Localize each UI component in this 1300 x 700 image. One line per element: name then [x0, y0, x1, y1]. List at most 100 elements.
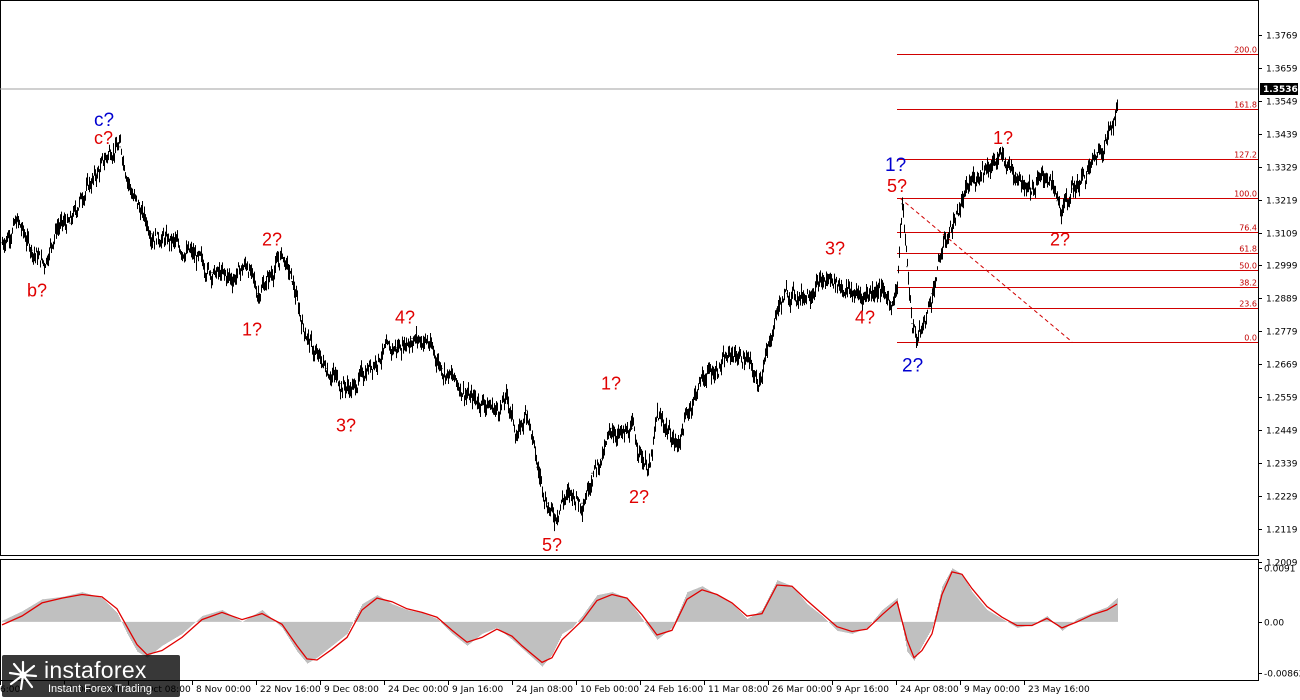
price-point: [546, 502, 548, 504]
price-point: [631, 427, 633, 429]
price-point: [456, 382, 458, 385]
fib-level-label: 76.4: [1239, 224, 1257, 233]
price-point: [649, 466, 651, 468]
price-point: [611, 427, 613, 429]
price-tick-label: 1.2999: [1266, 262, 1298, 272]
price-point: [131, 194, 133, 196]
fib-level-label: 50.0: [1239, 262, 1257, 271]
price-point: [171, 242, 173, 244]
fib-level-label: 200.0: [1234, 46, 1257, 55]
price-tick-label: 1.2009: [1266, 559, 1298, 569]
wave-label: 4?: [855, 308, 875, 328]
price-axis[interactable]: 1.3769 1.3659 1.3549 1.3439 1.3329 1.3219 1.31…: [1258, 32, 1298, 569]
price-tick-label: 1.2339: [1266, 460, 1298, 470]
price-point: [281, 254, 283, 256]
price-point: [481, 400, 483, 403]
fib-level-label: 161.8: [1234, 101, 1257, 110]
price-point: [786, 293, 788, 295]
price-point: [801, 296, 803, 298]
price-point: [1056, 200, 1058, 202]
price-point: [746, 358, 748, 361]
price-point: [891, 302, 893, 304]
price-point: [1031, 188, 1033, 190]
time-tick-label: 9 May 00:00: [964, 685, 1020, 695]
price-point: [916, 337, 918, 340]
price-point: [31, 249, 33, 251]
price-tick-label: 1.2779: [1266, 328, 1298, 338]
wave-labels: c?c?b?2?1?3?4?5?1?2?3?4?1?5?2?1?2?: [27, 110, 1070, 555]
price-point: [339, 382, 341, 385]
price-point: [666, 427, 668, 429]
price-point: [81, 194, 83, 196]
price-point: [119, 146, 121, 148]
fib-level-label: 127.2: [1234, 151, 1257, 160]
price-point: [151, 233, 153, 235]
price-point: [269, 275, 271, 277]
price-tick-label: 1.2889: [1266, 295, 1298, 305]
price-tick-label: 1.3329: [1266, 164, 1298, 174]
price-point: [56, 225, 58, 227]
fib-level-label: 23.6: [1239, 300, 1257, 309]
time-tick-label: 8 Nov 00:00: [196, 685, 251, 695]
price-tick-label: 1.3549: [1266, 98, 1298, 108]
price-point: [846, 290, 848, 292]
price-point: [1071, 188, 1073, 190]
price-point: [591, 472, 593, 474]
price-point: [313, 352, 315, 355]
price-tick-label: 1.3109: [1266, 230, 1298, 240]
price-point: [896, 284, 898, 286]
price-point: [256, 293, 258, 295]
wave-label: 5?: [542, 535, 562, 555]
wave-label: 1?: [993, 128, 1013, 148]
price-point: [831, 278, 833, 280]
price-point: [561, 499, 563, 501]
price-panel[interactable]: [0, 0, 1259, 556]
price-point: [553, 517, 555, 519]
instaforex-watermark: instaforex Instant Forex Trading: [2, 655, 180, 697]
time-tick-label: 9 Dec 08:00: [324, 685, 379, 695]
price-point: [211, 272, 213, 274]
wave-label: 1?: [242, 320, 262, 340]
wave-label: 3?: [825, 239, 845, 259]
price-point: [426, 340, 428, 343]
price-point: [506, 397, 508, 400]
time-tick-label: 23 May 16:00: [1028, 685, 1090, 695]
price-point: [526, 409, 528, 411]
fib-level-label: 61.8: [1239, 245, 1257, 254]
fib-trend-line: [899, 197, 1073, 343]
oscillator-signal-line: [1, 571, 1118, 664]
price-point: [1001, 158, 1003, 160]
time-tick-label: 11 Mar 08:00: [708, 685, 768, 695]
price-point: [1061, 212, 1063, 214]
oscillator-axis: 0.0091 0.00 -0.00862: [1258, 565, 1300, 680]
wave-label: 2?: [629, 487, 649, 507]
price-point: [291, 281, 293, 283]
price-point: [469, 397, 471, 400]
oscillator: [1, 568, 1118, 667]
price-point: [246, 263, 248, 265]
time-tick-label: 10 Feb 00:00: [580, 685, 639, 695]
price-point: [351, 388, 353, 391]
price-box-label: 1.3536: [1263, 85, 1298, 95]
fib-level-label: 38.2: [1239, 279, 1257, 288]
price-point: [571, 493, 573, 495]
wave-label: 1?: [601, 373, 621, 393]
time-tick-label: 22 Nov 16:00: [260, 685, 321, 695]
osc-tick-label: 0.0091: [1264, 565, 1296, 575]
price-point: [69, 222, 71, 224]
fibonacci-grid[interactable]: 200.0 161.8 127.2 100.0 76.4 61.8 50.0 38.2 23.6…: [897, 46, 1258, 343]
logo-name: instaforex: [44, 657, 147, 683]
price-point: [381, 352, 383, 355]
price-tick-label: 1.3659: [1266, 65, 1298, 75]
wave-label: 2?: [262, 230, 282, 250]
current-price-marker: 1.3536: [1260, 83, 1298, 95]
wave-label: c?: [94, 128, 113, 148]
price-point: [906, 266, 908, 268]
time-tick-label: 26 Mar 00:00: [772, 685, 832, 695]
price-point: [656, 415, 658, 417]
price-tick-label: 1.2449: [1266, 427, 1298, 437]
price-point: [231, 278, 233, 280]
wave-label: 2?: [902, 355, 923, 376]
price-point: [96, 173, 98, 175]
